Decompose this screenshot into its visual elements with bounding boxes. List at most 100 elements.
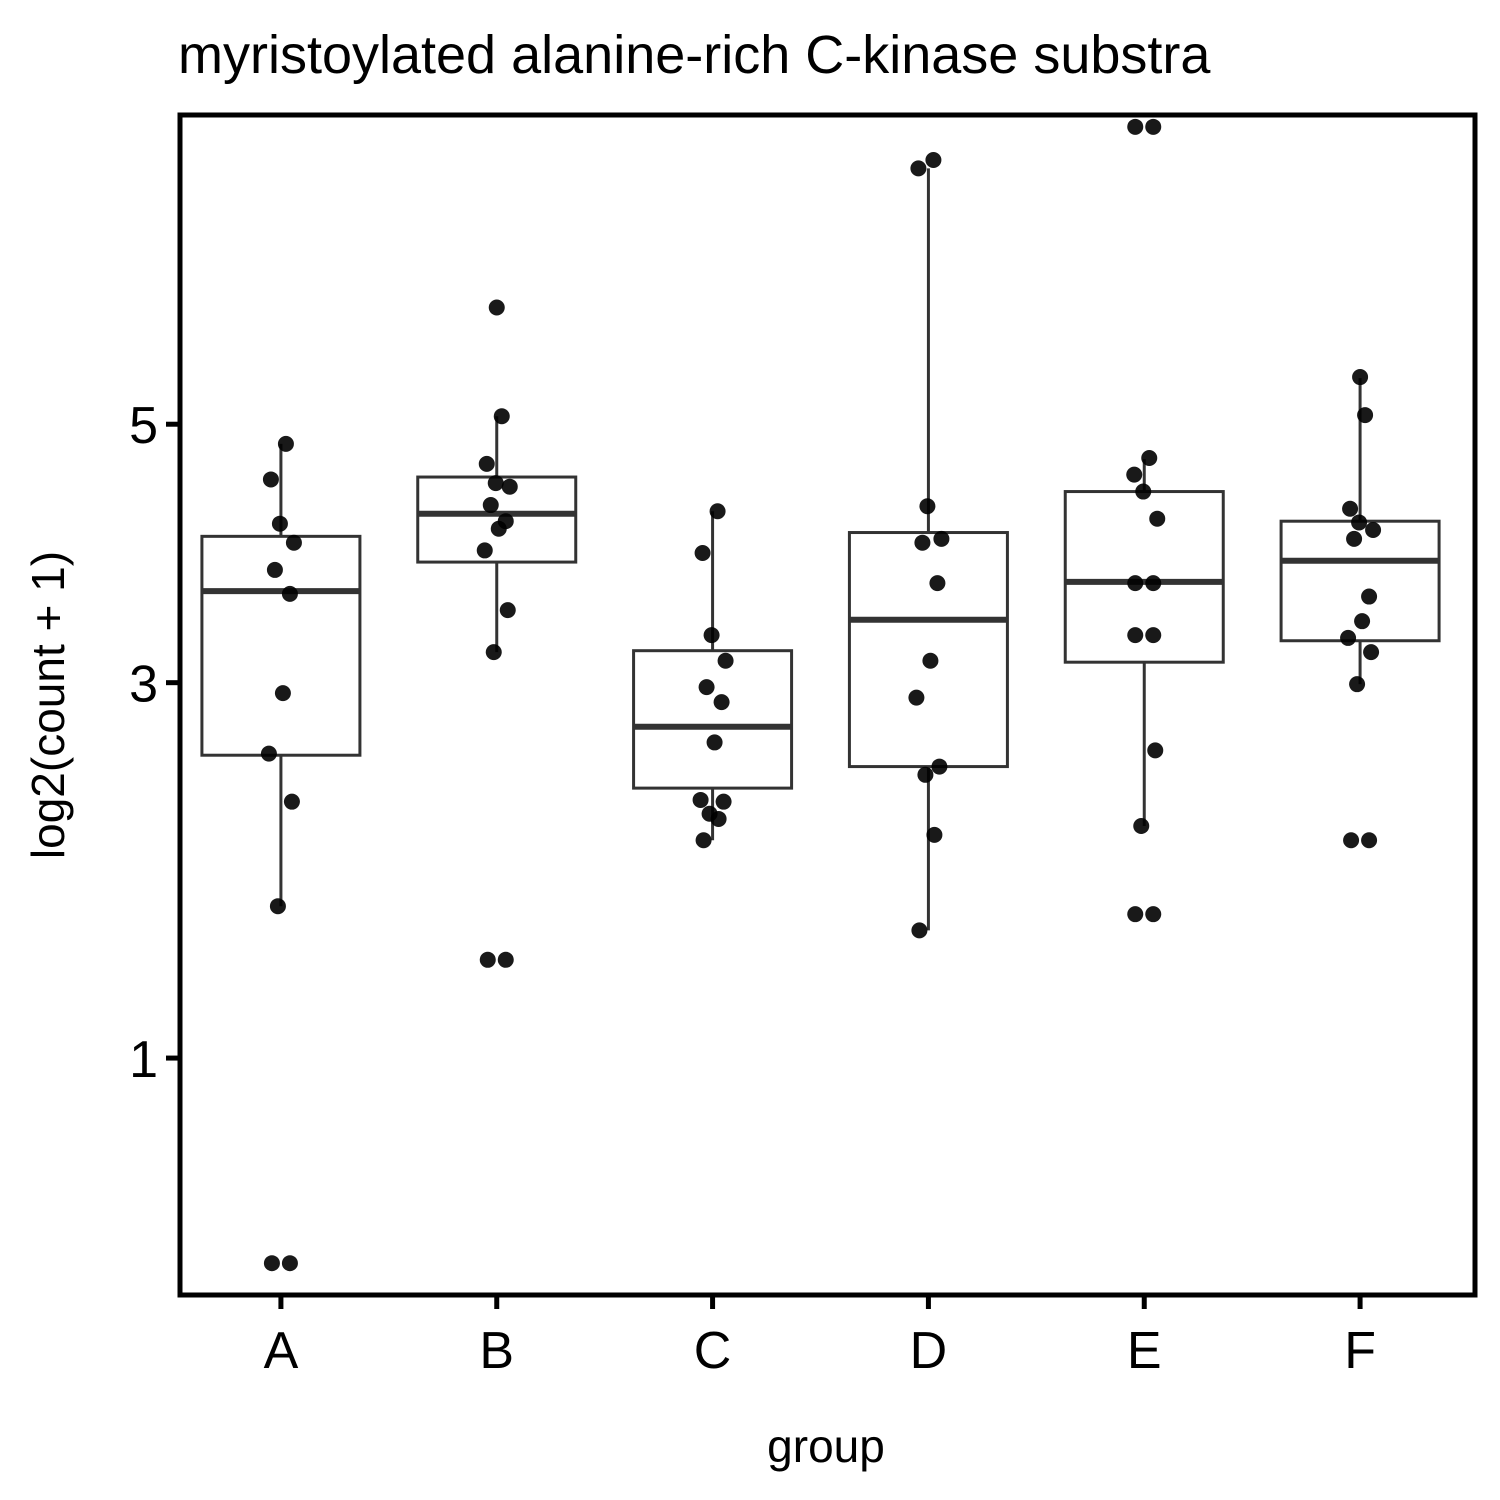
data-point [709, 503, 726, 520]
data-point [1365, 522, 1382, 539]
data-point [499, 602, 516, 619]
box-group-c [632, 511, 794, 841]
data-point [715, 793, 732, 810]
data-point [479, 951, 496, 968]
data-point [908, 689, 925, 706]
box-group-f [1279, 378, 1441, 685]
x-tick-label: F [1344, 1322, 1376, 1380]
box-group-a [200, 443, 362, 907]
data-point [274, 685, 291, 702]
data-point [919, 498, 936, 515]
data-point [1141, 449, 1158, 466]
data-point [501, 478, 518, 495]
data-point [1354, 613, 1371, 630]
points-layer [260, 118, 1382, 1272]
data-point [695, 832, 712, 849]
data-point [1363, 644, 1380, 661]
data-point [1340, 629, 1357, 646]
x-axis-title: group [767, 1420, 885, 1472]
data-point [281, 1255, 298, 1272]
data-point [1361, 832, 1378, 849]
data-point [497, 951, 514, 968]
data-point [488, 299, 505, 316]
data-point [1127, 627, 1144, 644]
data-point [1357, 407, 1374, 424]
data-point [1361, 588, 1378, 605]
data-point [703, 627, 720, 644]
data-point [911, 922, 928, 939]
data-point [478, 455, 495, 472]
data-point [1145, 118, 1162, 135]
data-point [1145, 575, 1162, 592]
data-point [1147, 742, 1164, 759]
y-axis: 1 3 5 [129, 397, 180, 1089]
data-point [701, 805, 718, 822]
data-point [1126, 466, 1143, 483]
data-point [263, 1255, 280, 1272]
data-point [1349, 676, 1366, 693]
data-point [917, 766, 934, 783]
data-point [283, 793, 300, 810]
y-tick-label: 5 [129, 397, 158, 455]
data-point [1351, 514, 1368, 531]
data-point [706, 734, 723, 751]
x-tick-label: D [910, 1322, 948, 1380]
y-tick-label: 1 [129, 1031, 158, 1089]
box-iqr [416, 475, 578, 564]
data-point [910, 160, 927, 177]
data-point [497, 513, 514, 530]
data-point [1342, 500, 1359, 517]
data-point [1145, 906, 1162, 923]
data-point [285, 534, 302, 551]
data-point [482, 497, 499, 514]
data-point [1133, 817, 1150, 834]
box-group-b [416, 416, 578, 653]
data-point [914, 534, 931, 551]
data-point [1127, 575, 1144, 592]
box-iqr [632, 649, 794, 790]
x-axis: A B C D E F [264, 1295, 1376, 1380]
data-point [277, 435, 294, 452]
data-point [926, 826, 943, 843]
data-point [1352, 369, 1369, 386]
box-group-e [1063, 459, 1225, 826]
y-axis-title: log2(count + 1) [22, 551, 74, 859]
box-iqr [1063, 490, 1225, 664]
data-point [1135, 483, 1152, 500]
data-point [487, 475, 504, 492]
data-point [931, 758, 948, 775]
data-point [1343, 832, 1360, 849]
data-point [925, 151, 942, 168]
data-point [1145, 627, 1162, 644]
data-point [694, 544, 711, 561]
box-group-d [847, 168, 1009, 931]
y-tick-label: 3 [129, 656, 158, 714]
data-point [271, 515, 288, 532]
x-tick-label: C [694, 1322, 732, 1380]
x-tick-label: B [479, 1322, 514, 1380]
data-point [1346, 530, 1363, 547]
data-point [698, 679, 715, 696]
data-point [476, 542, 493, 559]
data-point [929, 575, 946, 592]
data-point [713, 694, 730, 711]
box-iqr [847, 531, 1009, 769]
plot-panel-border [177, 112, 1478, 1298]
data-point [1127, 118, 1144, 135]
data-point [266, 561, 283, 578]
data-point [1149, 510, 1166, 527]
data-point [933, 530, 950, 547]
data-point [692, 791, 709, 808]
data-point [1127, 906, 1144, 923]
data-point [260, 745, 277, 762]
data-point [485, 644, 502, 661]
data-point [922, 652, 939, 669]
chart-title: myristoylated alanine-rich C-kinase subs… [178, 25, 1211, 85]
x-tick-label: E [1127, 1322, 1162, 1380]
data-point [262, 471, 279, 488]
data-point [269, 898, 286, 915]
data-point [281, 585, 298, 602]
boxes-layer [200, 168, 1441, 931]
x-tick-label: A [264, 1322, 299, 1380]
